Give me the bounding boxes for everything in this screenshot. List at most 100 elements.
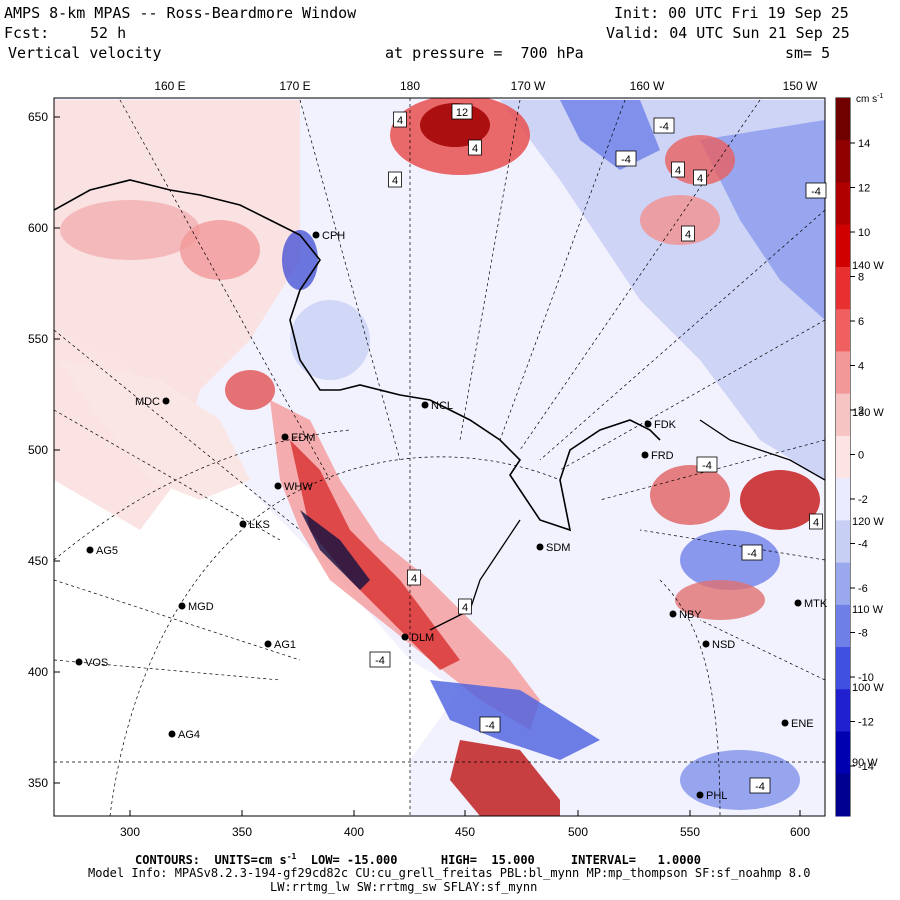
colorbar-segment [836,140,850,183]
svg-text:4: 4 [813,517,819,529]
y-tick-label: 500 [28,443,48,457]
station-marker [162,397,170,405]
colorbar-segment [836,689,850,733]
x-tick-label: 600 [790,825,810,839]
colorbar-segment [836,309,850,352]
colorbar-tick-label: 6 [858,316,864,328]
y-tick-label: 600 [28,221,48,235]
pressure-level: at pressure = 700 hPa [385,44,584,62]
colorbar-segment [836,224,850,268]
svg-text:4: 4 [472,143,478,155]
longitude-label: 160 E [154,79,185,93]
station-label: VOS [85,657,108,669]
positive-cell-east-3 [675,580,765,620]
colorbar-segment [836,478,850,521]
positive-core-mountains [290,440,460,670]
contour-label: -4 [741,544,763,561]
positive-region-shelf [60,360,250,500]
longitude-label: 170 W [511,79,546,93]
svg-text:4: 4 [685,229,691,241]
x-tick-label: 300 [120,825,140,839]
model-info: Model Info: MPASv8.2.3-194-gf29cd82c CU:… [88,866,811,880]
contour-label: -4 [749,777,771,794]
longitude-label-side: 140 W [852,260,884,272]
y-tick-label: 450 [28,554,48,568]
y-tick-label: 550 [28,332,48,346]
station-marker [641,451,649,459]
contours-info: CONTOURS: UNITS=cm s-1 LOW= -15.000 HIGH… [135,852,701,867]
station-label: AG1 [274,639,296,651]
station-marker [168,730,176,738]
station-marker [312,231,320,239]
map-frame [53,97,826,817]
colorbar-tick-label: -10 [858,672,874,684]
contour-label: 12 [451,103,473,120]
station-label: FDK [654,419,677,431]
station-label: SDM [546,542,570,554]
x-tick-label: 350 [232,825,252,839]
forecast-hour: 52 h [90,24,127,42]
positive-cell-east-1 [650,465,730,525]
contour-label: 4 [388,171,402,188]
x-tick-label: 400 [344,825,364,839]
graticule [54,98,825,816]
station-label: PHL [706,790,727,802]
positive-cell-south [450,740,560,816]
station-label: AG4 [178,729,200,741]
svg-text:-4: -4 [747,548,757,560]
svg-text:4: 4 [462,602,468,614]
longitude-label-side: 90 W [852,757,878,769]
station-marker [178,602,186,610]
x-tick-label: 550 [680,825,700,839]
colorbar-segment [836,182,850,226]
y-tick-label: 650 [28,110,48,124]
colorbar-tick-label: 4 [858,361,864,373]
longitude-label-side: 120 W [852,516,884,528]
positive-cell-east-2 [740,470,820,530]
station-marker [401,633,409,641]
svg-text:4: 4 [697,173,703,185]
station-marker [239,520,247,528]
colorbar-units: cm s-1 [856,93,883,105]
station-marker [696,791,704,799]
map-title: AMPS 8-km MPAS -- Ross-Beardmore Window [4,4,357,22]
colorbar-segment [836,520,850,564]
colorbar-tick-label: 8 [858,272,864,284]
longitude-label: 170 E [279,79,310,93]
negative-cell-se [680,750,800,810]
negative-cell-south [430,680,600,760]
colorbar-tick-label: 10 [858,227,870,239]
longitude-label-side: 130 W [852,407,884,419]
svg-text:12: 12 [456,107,468,119]
station-label: ENE [791,718,814,730]
station-marker [669,610,677,618]
station-marker [274,482,282,490]
colorbar-segment [836,773,850,817]
colorbar-tick-label: -8 [858,628,868,640]
station-label: NSD [712,639,735,651]
station-marker [86,546,94,554]
colorbar-segment [836,435,850,479]
coastline-east [699,419,825,481]
y-tick-label: 400 [28,665,48,679]
contour-label: -4 [369,651,391,668]
svg-text:4: 4 [392,175,398,187]
station-label: AG5 [96,545,118,557]
colorbar-segment [836,266,850,310]
station-label: MTK [804,598,828,610]
station-label: MDC [135,396,160,408]
contour-label: -4 [696,456,718,473]
svg-text:-4: -4 [375,655,385,667]
longitude-label: 160 W [630,79,665,93]
contour-label: 4 [693,169,707,186]
init-time: Init: 00 UTC Fri 19 Sep 25 [614,4,849,22]
svg-text:-4: -4 [621,154,631,166]
contour-label: -4 [653,117,675,134]
x-tick-label: 450 [455,825,475,839]
colorbar-segment [836,351,850,395]
station-label: WHW [284,481,313,493]
longitude-label: 150 W [783,79,818,93]
station-marker [75,658,83,666]
colorbar-tick-label: -14 [858,761,874,773]
colorbar-segment [836,604,850,648]
